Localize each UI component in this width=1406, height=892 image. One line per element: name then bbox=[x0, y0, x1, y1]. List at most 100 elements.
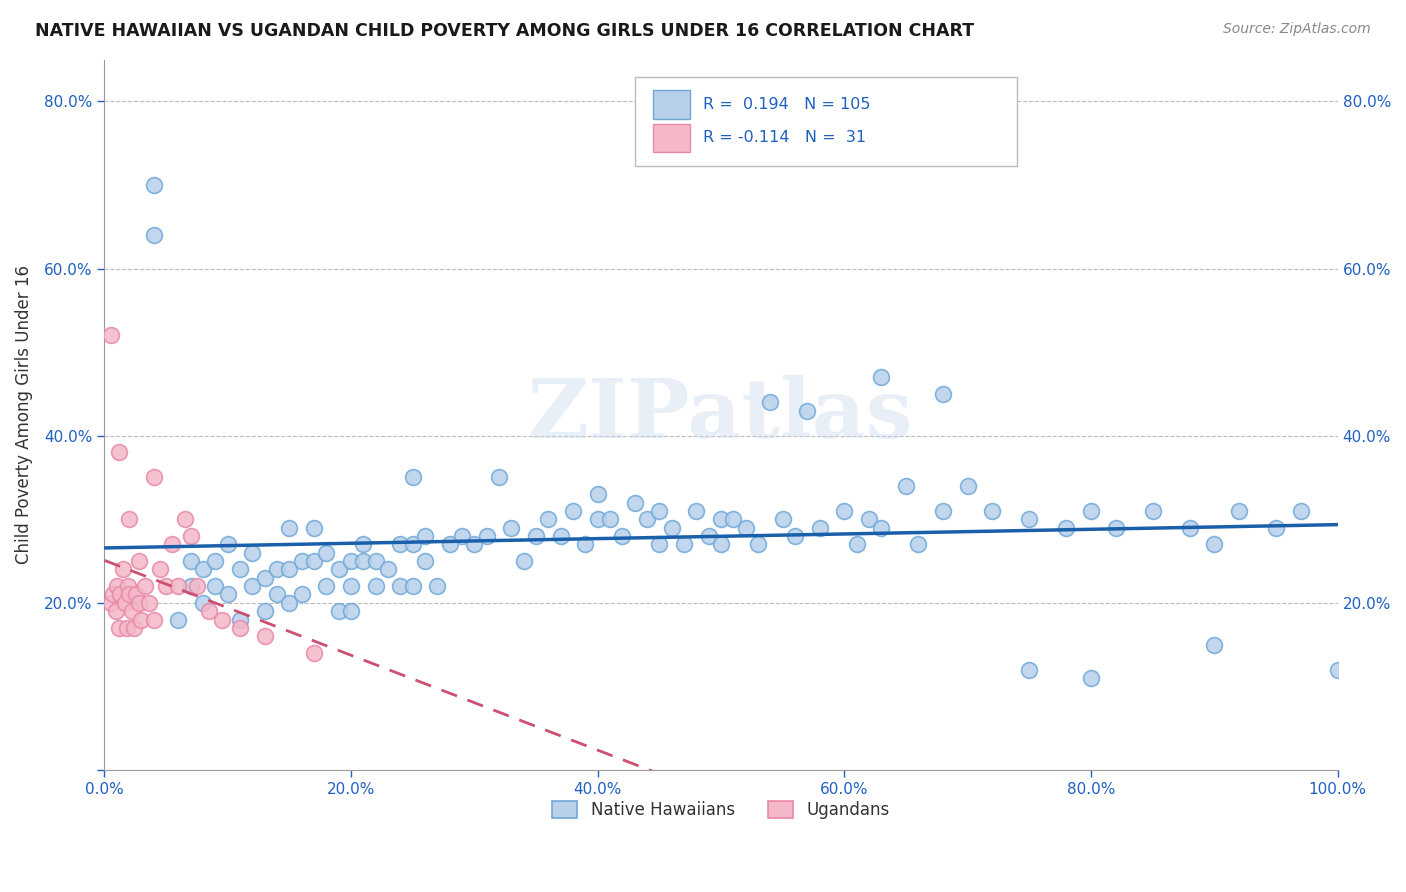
Point bbox=[550, 529, 572, 543]
Point bbox=[1227, 504, 1250, 518]
Point bbox=[278, 521, 301, 535]
Point bbox=[475, 529, 498, 543]
Point bbox=[180, 554, 202, 568]
Point bbox=[291, 587, 314, 601]
Point bbox=[512, 554, 534, 568]
Point bbox=[108, 621, 131, 635]
Point bbox=[710, 537, 733, 551]
Point bbox=[501, 521, 523, 535]
Text: R = -0.114   N =  31: R = -0.114 N = 31 bbox=[703, 130, 866, 145]
Point bbox=[167, 613, 190, 627]
Point bbox=[1104, 521, 1126, 535]
Point bbox=[463, 537, 485, 551]
Point bbox=[121, 604, 143, 618]
Point bbox=[870, 370, 893, 384]
Point bbox=[599, 512, 621, 526]
Point bbox=[747, 537, 769, 551]
Point bbox=[149, 562, 172, 576]
Point bbox=[845, 537, 868, 551]
FancyBboxPatch shape bbox=[654, 90, 690, 119]
Point bbox=[697, 529, 720, 543]
Point bbox=[413, 529, 436, 543]
Point bbox=[134, 579, 156, 593]
Point bbox=[426, 579, 449, 593]
Point bbox=[204, 579, 226, 593]
Point bbox=[1142, 504, 1164, 518]
Point bbox=[612, 529, 634, 543]
Point bbox=[685, 504, 707, 518]
Point bbox=[364, 579, 387, 593]
Point bbox=[198, 604, 221, 618]
Point bbox=[278, 562, 301, 576]
Point bbox=[389, 579, 412, 593]
Point bbox=[291, 554, 314, 568]
Point bbox=[772, 512, 794, 526]
Point bbox=[932, 504, 955, 518]
Point bbox=[661, 521, 683, 535]
Point bbox=[710, 512, 733, 526]
Point bbox=[1178, 521, 1201, 535]
Point bbox=[759, 395, 782, 409]
Point bbox=[1204, 638, 1226, 652]
Point bbox=[834, 504, 856, 518]
Point bbox=[1018, 512, 1040, 526]
FancyBboxPatch shape bbox=[634, 78, 1017, 166]
Point bbox=[229, 621, 252, 635]
Point bbox=[110, 587, 132, 601]
Point bbox=[253, 571, 276, 585]
Point bbox=[328, 604, 350, 618]
Point bbox=[253, 604, 276, 618]
Point bbox=[114, 596, 136, 610]
Point bbox=[796, 403, 818, 417]
Point bbox=[413, 554, 436, 568]
Point bbox=[451, 529, 474, 543]
Point bbox=[253, 629, 276, 643]
Point bbox=[894, 479, 917, 493]
Point bbox=[328, 562, 350, 576]
Point bbox=[783, 529, 806, 543]
Point bbox=[122, 621, 145, 635]
Point bbox=[111, 562, 134, 576]
Point bbox=[574, 537, 596, 551]
Point bbox=[808, 521, 831, 535]
Point bbox=[100, 328, 122, 343]
Point bbox=[142, 178, 165, 192]
Point bbox=[302, 554, 325, 568]
Point bbox=[118, 512, 141, 526]
Point bbox=[524, 529, 547, 543]
Point bbox=[302, 646, 325, 660]
Point bbox=[101, 587, 124, 601]
Legend: Native Hawaiians, Ugandans: Native Hawaiians, Ugandans bbox=[546, 794, 897, 826]
Y-axis label: Child Poverty Among Girls Under 16: Child Poverty Among Girls Under 16 bbox=[15, 265, 32, 565]
Point bbox=[981, 504, 1004, 518]
Point bbox=[723, 512, 745, 526]
Point bbox=[191, 596, 214, 610]
Point bbox=[586, 487, 609, 501]
Point bbox=[907, 537, 929, 551]
Point bbox=[128, 596, 150, 610]
Point bbox=[340, 604, 363, 618]
Point bbox=[932, 387, 955, 401]
Point bbox=[1265, 521, 1288, 535]
Point bbox=[488, 470, 510, 484]
Point bbox=[956, 479, 979, 493]
Point bbox=[1080, 504, 1102, 518]
Point bbox=[100, 596, 122, 610]
Point bbox=[1326, 663, 1348, 677]
Point bbox=[315, 579, 337, 593]
Point bbox=[302, 521, 325, 535]
Point bbox=[173, 512, 195, 526]
Point bbox=[242, 579, 264, 593]
Point bbox=[142, 470, 165, 484]
Point bbox=[340, 579, 363, 593]
Text: R =  0.194   N = 105: R = 0.194 N = 105 bbox=[703, 97, 870, 112]
Text: Source: ZipAtlas.com: Source: ZipAtlas.com bbox=[1223, 22, 1371, 37]
Point bbox=[155, 579, 177, 593]
Point bbox=[211, 613, 233, 627]
Point bbox=[142, 613, 165, 627]
Point bbox=[131, 613, 153, 627]
Point bbox=[204, 554, 226, 568]
Point bbox=[586, 512, 609, 526]
Point bbox=[402, 579, 425, 593]
Point bbox=[1289, 504, 1312, 518]
